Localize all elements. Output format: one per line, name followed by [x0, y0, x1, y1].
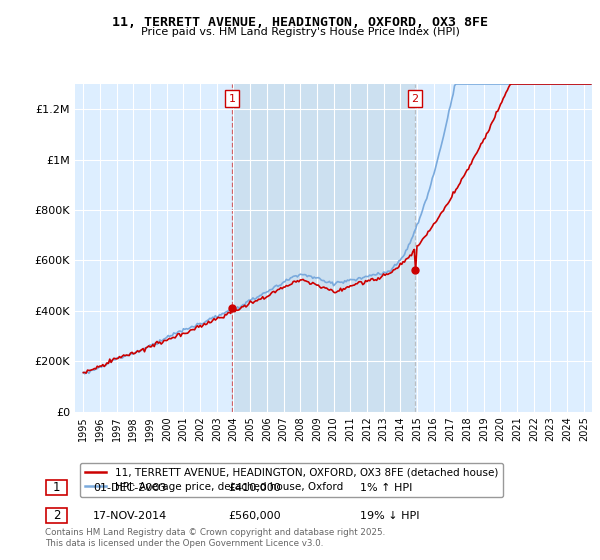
Bar	[232, 84, 415, 412]
Text: 01-DEC-2003: 01-DEC-2003	[93, 483, 166, 493]
Text: Contains HM Land Registry data © Crown copyright and database right 2025.
This d: Contains HM Land Registry data © Crown c…	[45, 528, 385, 548]
Text: £410,000: £410,000	[228, 483, 281, 493]
Legend: 11, TERRETT AVENUE, HEADINGTON, OXFORD, OX3 8FE (detached house), HPI: Average p: 11, TERRETT AVENUE, HEADINGTON, OXFORD, …	[80, 463, 503, 497]
Text: 2: 2	[412, 94, 419, 104]
Text: 1: 1	[229, 94, 236, 104]
Text: 11, TERRETT AVENUE, HEADINGTON, OXFORD, OX3 8FE: 11, TERRETT AVENUE, HEADINGTON, OXFORD, …	[112, 16, 488, 29]
Text: 19% ↓ HPI: 19% ↓ HPI	[360, 511, 419, 521]
Text: £560,000: £560,000	[228, 511, 281, 521]
Text: 1% ↑ HPI: 1% ↑ HPI	[360, 483, 412, 493]
Text: 17-NOV-2014: 17-NOV-2014	[93, 511, 167, 521]
Text: 2: 2	[53, 508, 60, 522]
Text: 1: 1	[53, 480, 60, 494]
Text: Price paid vs. HM Land Registry's House Price Index (HPI): Price paid vs. HM Land Registry's House …	[140, 27, 460, 37]
